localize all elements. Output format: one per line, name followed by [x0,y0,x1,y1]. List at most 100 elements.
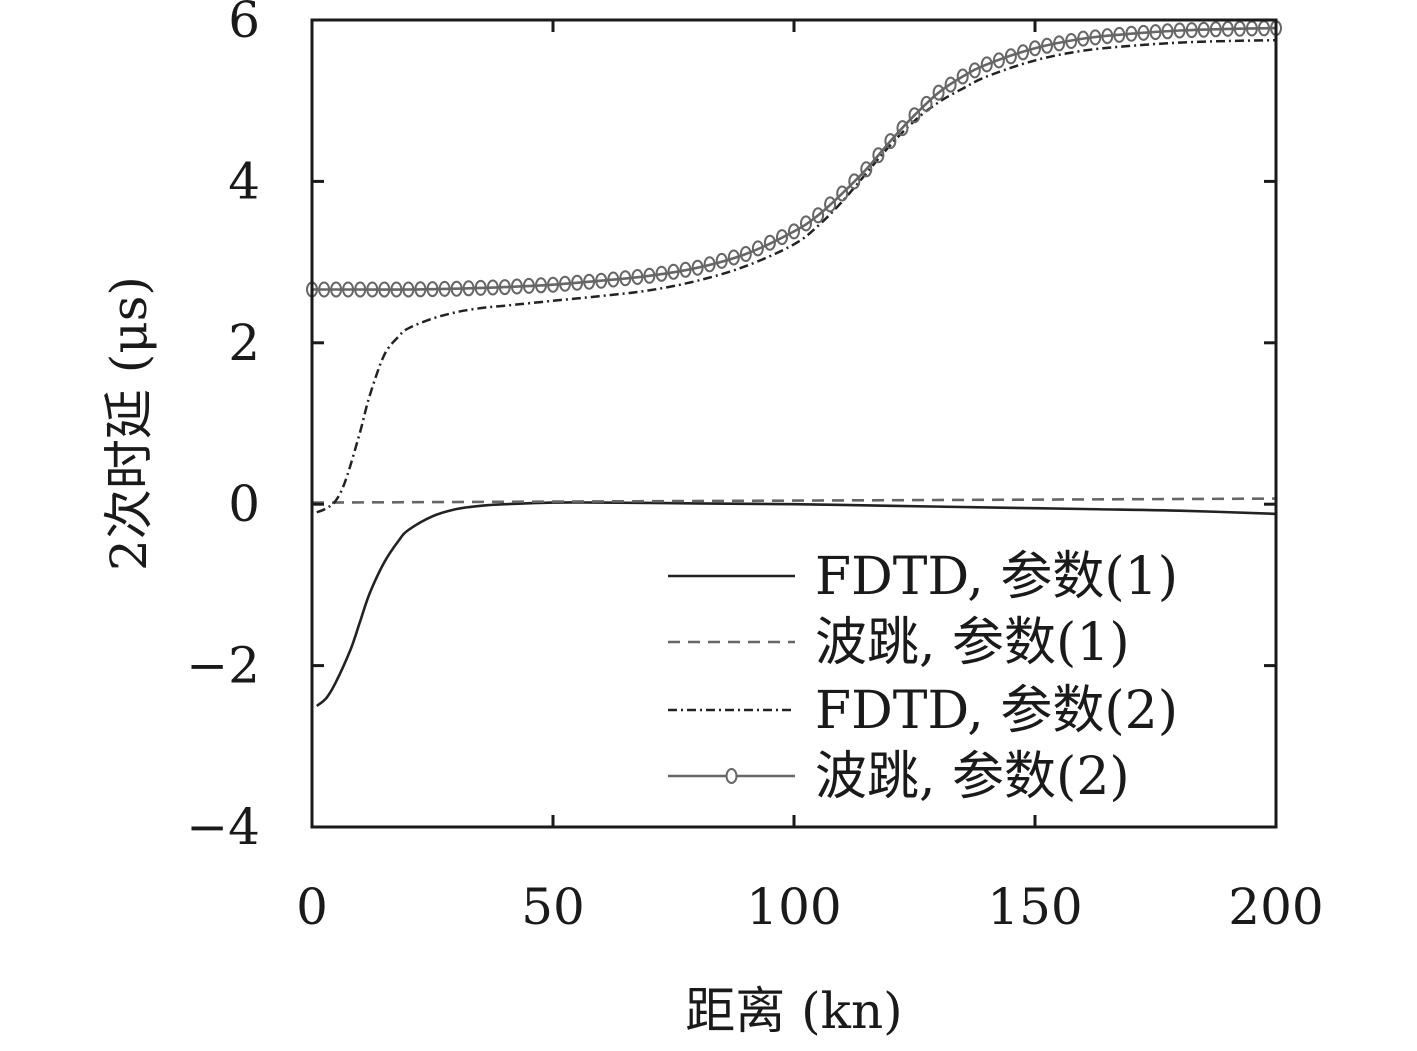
series-marker [583,273,596,290]
series-marker [800,215,812,232]
series-marker [980,56,993,73]
series-marker [535,277,547,294]
series-marker [378,281,391,298]
series-marker [1185,22,1198,39]
series-marker [486,279,499,296]
series-marker [1041,37,1053,54]
y-tick-label: −4 [186,798,260,856]
axis-tick-labels: 0 50 100 150 200 −4 −2 0 2 4 6 [186,0,1323,936]
series-marker [860,161,873,178]
series-marker [1113,26,1126,43]
series-marker [776,229,788,246]
x-tick-label: 50 [521,878,585,936]
y-tick-label: 0 [228,475,260,533]
x-tick-label: 200 [1228,878,1323,936]
series-line-3 [316,38,1277,514]
series-4 [306,20,1282,298]
series-marker [1209,21,1222,38]
series-marker [1101,28,1114,45]
series-marker [1137,24,1150,41]
series-marker [1221,20,1234,37]
series-marker [1053,35,1066,52]
series-line-4 [312,26,1277,291]
series-marker [667,263,680,280]
series-marker [1149,24,1162,41]
series-marker [872,147,885,164]
series-marker [920,95,933,112]
legend-label-1: FDTD, 参数(1) [815,547,1178,607]
series-marker [426,281,439,298]
series-marker [571,274,584,291]
y-tick-label: −2 [186,637,260,695]
series-marker [751,240,764,257]
series-marker [848,173,861,190]
series-marker [342,281,355,298]
series-marker [932,84,945,101]
series-marker [836,185,849,202]
series-marker [438,280,451,297]
series-marker [547,276,559,293]
axis-ticks [310,18,1278,829]
x-tick-label: 150 [987,878,1082,936]
series-marker [884,133,897,150]
series-marker [559,275,571,292]
series-line-1 [315,501,1277,708]
series-marker [498,279,511,296]
series-marker [414,281,427,298]
series-marker [703,256,716,273]
series-marker [474,279,487,296]
series-marker [643,267,656,284]
series-marker [631,269,644,285]
legend-label-2: 波跳, 参数(1) [815,613,1130,673]
series-1 [315,501,1277,708]
series-marker [908,107,921,124]
plot-series [306,20,1282,708]
series-marker [1004,48,1017,65]
x-axis-label: 距离 (kn) [685,982,902,1040]
series-marker [1173,22,1186,39]
series-marker [1077,30,1090,47]
x-tick-label: 100 [746,878,841,936]
series-marker [390,281,403,298]
series-marker [896,120,909,137]
series-marker [1161,23,1174,40]
legend-marker [725,768,738,784]
series-marker [968,62,981,79]
series-marker [992,52,1005,69]
series-marker [788,223,800,240]
series-marker [691,259,704,276]
legend-label-3: FDTD, 参数(2) [815,681,1178,741]
series-marker [462,280,475,297]
series-marker [510,278,523,295]
series-marker [1125,25,1138,42]
series-marker [402,281,415,298]
series-marker [727,249,740,266]
series-marker [450,280,463,297]
series-marker [812,207,825,224]
y-axis-label: 2次时延 (μs) [100,276,158,571]
series-marker [655,265,668,282]
series-marker [944,76,957,93]
legend-label-4: 波跳, 参数(2) [815,747,1130,807]
x-tick-label: 0 [296,878,328,936]
series-marker [1089,29,1102,46]
series-marker [739,246,752,262]
series-marker [715,252,728,269]
series-3 [316,38,1277,514]
series-marker [318,281,331,298]
y-tick-label: 4 [228,152,260,210]
series-2 [311,497,1277,504]
series-marker [1233,20,1246,37]
series-marker [354,281,367,298]
series-marker [619,270,632,287]
series-marker [366,281,379,298]
series-marker [1197,21,1210,38]
series-marker [1029,40,1041,57]
series-marker [607,271,620,288]
series-marker [595,272,608,289]
series-line-2 [311,497,1277,504]
series-marker [1065,33,1078,49]
series-marker [679,261,692,278]
series-marker [824,196,837,213]
